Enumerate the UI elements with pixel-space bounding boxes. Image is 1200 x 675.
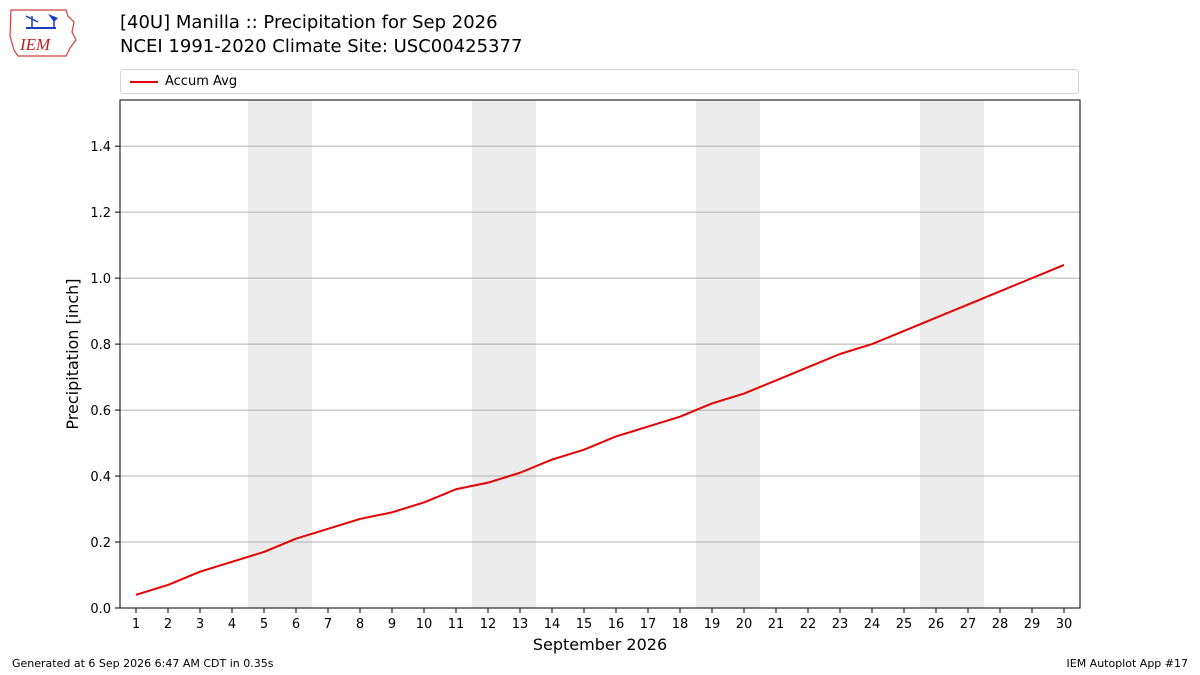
- y-tick-label: 0.2: [90, 536, 111, 551]
- x-tick-label: 25: [896, 617, 913, 632]
- x-tick-label: 30: [1056, 617, 1073, 632]
- legend-swatch-accum-avg: [130, 81, 158, 83]
- x-tick-label: 16: [608, 617, 625, 632]
- x-tick-label: 5: [260, 617, 268, 632]
- x-tick-label: 7: [324, 617, 332, 632]
- x-axis-label: September 2026: [533, 635, 667, 654]
- x-tick-label: 23: [832, 617, 849, 632]
- iem-logo: IEM: [9, 9, 77, 57]
- x-tick-label: 11: [448, 617, 465, 632]
- x-tick-label: 17: [640, 617, 657, 632]
- x-tick-label: 29: [1024, 617, 1041, 632]
- weekend-band-3: [696, 100, 760, 608]
- y-tick-label: 0.8: [90, 338, 111, 353]
- x-tick-label: 3: [196, 617, 204, 632]
- y-tick-label: 0.6: [90, 404, 111, 419]
- y-tick-label: 1.2: [90, 206, 111, 221]
- x-tick-label: 12: [480, 617, 497, 632]
- y-tick-label: 0.4: [90, 470, 111, 485]
- footer-app-text: IEM Autoplot App #17: [1066, 657, 1189, 670]
- chart-title: [40U] Manilla :: Precipitation for Sep 2…: [120, 12, 498, 33]
- x-tick-label: 10: [416, 617, 433, 632]
- y-tick-label: 1.4: [90, 140, 111, 155]
- footer-generated-text: Generated at 6 Sep 2026 6:47 AM CDT in 0…: [12, 657, 274, 670]
- x-tick-label: 6: [292, 617, 300, 632]
- legend-label-accum-avg: Accum Avg: [165, 74, 238, 89]
- y-axis-label: Precipitation [inch]: [63, 278, 82, 429]
- x-tick-label: 19: [704, 617, 721, 632]
- x-tick-label: 26: [928, 617, 945, 632]
- plot-frame: [119, 99, 1081, 609]
- x-tick-label: 27: [960, 617, 977, 632]
- chart-legend: Accum Avg: [120, 69, 1079, 94]
- x-tick-label: 4: [228, 617, 236, 632]
- x-tick-label: 8: [356, 617, 364, 632]
- x-tick-label: 22: [800, 617, 817, 632]
- iem-logo-text: IEM: [19, 35, 51, 54]
- x-tick-label: 20: [736, 617, 753, 632]
- x-tick-label: 21: [768, 617, 785, 632]
- x-tick-label: 18: [672, 617, 689, 632]
- y-tick-label: 1.0: [90, 272, 111, 287]
- series-line-accum-avg: [135, 264, 1065, 596]
- y-tick-label: 0.0: [90, 602, 111, 617]
- x-tick-label: 24: [864, 617, 881, 632]
- x-tick-label: 1: [132, 617, 140, 632]
- x-tick-label: 15: [576, 617, 593, 632]
- weekend-band-1: [248, 100, 312, 608]
- x-tick-label: 13: [512, 617, 529, 632]
- x-tick-label: 9: [388, 617, 396, 632]
- x-tick-label: 28: [992, 617, 1009, 632]
- weekend-band-4: [920, 100, 984, 608]
- weekend-band-2: [472, 100, 536, 608]
- chart-subtitle: NCEI 1991-2020 Climate Site: USC00425377: [120, 36, 523, 57]
- x-tick-label: 2: [164, 617, 172, 632]
- x-tick-label: 14: [544, 617, 561, 632]
